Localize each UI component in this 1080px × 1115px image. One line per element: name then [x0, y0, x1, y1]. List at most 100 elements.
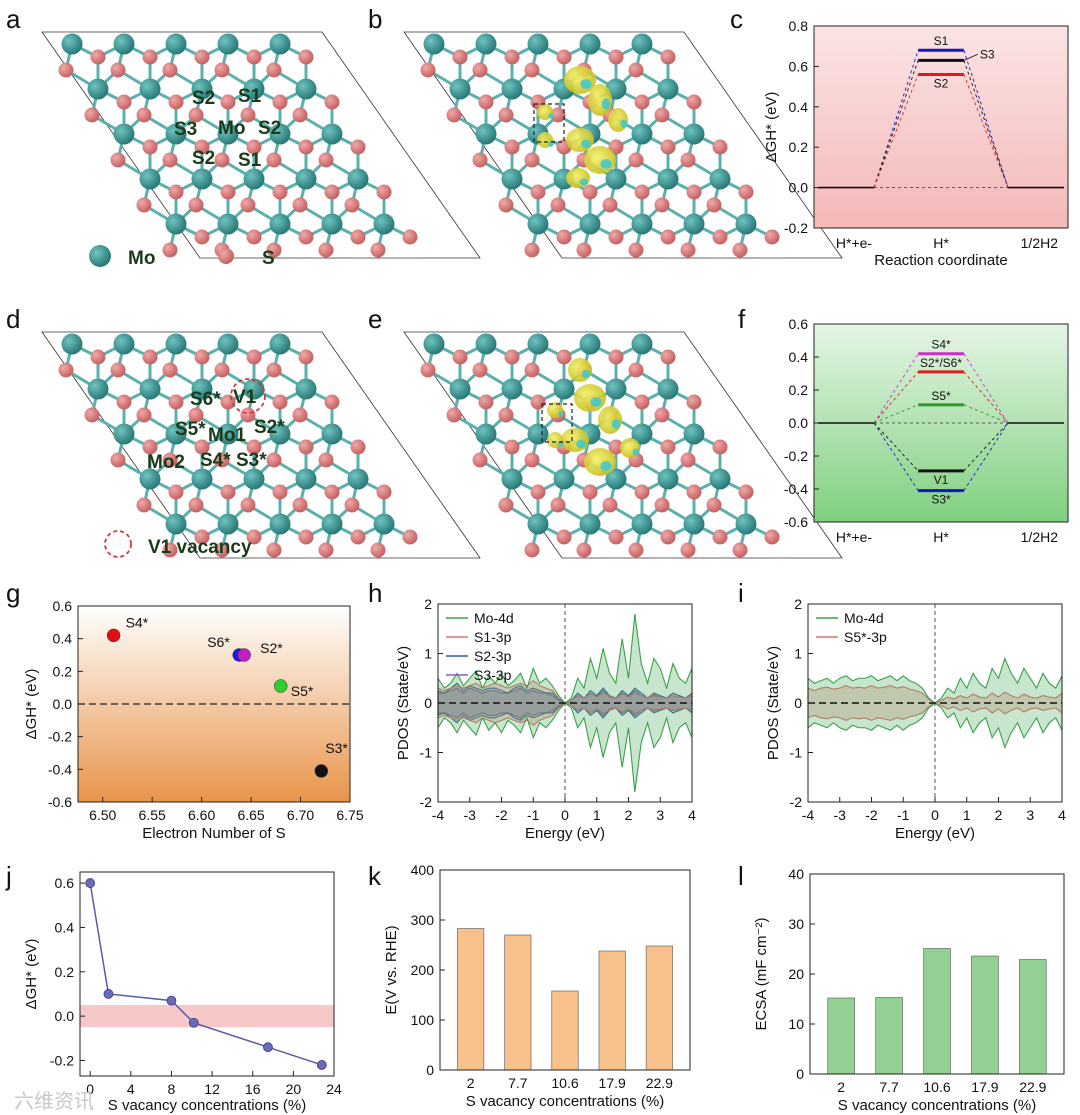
- optimal-band: [80, 1005, 334, 1028]
- s-atom: [654, 497, 670, 513]
- xcat-label: H*: [933, 235, 949, 251]
- s-atom: [530, 184, 546, 200]
- panel-label-h: h: [368, 578, 382, 608]
- s-atom: [654, 107, 670, 123]
- chart-i-pdos: -2 -1 0 1 2 -4 -3 -2 -1 0 1 2 3 4 Energy (eV) PDOS (Sta…: [765, 596, 1066, 842]
- s-atom: [214, 542, 230, 558]
- highlight-box: [533, 103, 565, 143]
- s-atom: [498, 107, 514, 123]
- xtick-label: 4: [688, 807, 696, 823]
- ytick-label: -0.2: [48, 729, 72, 745]
- mo-atom: [269, 213, 291, 235]
- s-atom: [194, 139, 210, 155]
- ytick-label: -1: [420, 745, 433, 761]
- mo-atom: [683, 213, 705, 235]
- s-atom: [712, 229, 728, 245]
- ytick-label: 0.0: [789, 180, 809, 196]
- mo-atom: [269, 123, 291, 145]
- connector-0: [873, 353, 919, 424]
- s-atom: [370, 242, 386, 258]
- mo-atom: [683, 513, 705, 535]
- s-atom: [90, 349, 106, 365]
- xtick-label: 6.75: [336, 807, 363, 823]
- s-atom: [660, 139, 676, 155]
- level-label-2: S5*: [931, 389, 951, 403]
- mo-atom: [631, 333, 653, 355]
- s-atom: [370, 542, 386, 558]
- leader-line: [963, 53, 979, 61]
- s-atom: [402, 229, 418, 245]
- mo-atom: [61, 333, 83, 355]
- s-atom: [168, 94, 184, 110]
- connector-2: [873, 74, 919, 188]
- xtick-label: 4: [127, 1081, 135, 1097]
- structure-d-vacancy: [41, 331, 481, 559]
- s-atom: [162, 362, 178, 378]
- s-atom: [298, 139, 314, 155]
- xcat-label: H*+e-: [836, 529, 873, 545]
- panel-label-j: j: [5, 861, 12, 891]
- mo-atom: [113, 123, 135, 145]
- connector-2: [873, 404, 919, 424]
- ytick-label: -0.6: [48, 794, 72, 810]
- data-point: [85, 878, 96, 888]
- legend-label: S5*-3p: [844, 629, 887, 645]
- structure-a-pristine: [41, 31, 481, 259]
- ytick-label: 0.4: [53, 631, 73, 647]
- mo-atom: [475, 123, 497, 145]
- mo-atom: [191, 378, 213, 400]
- mo-atom: [373, 513, 395, 535]
- s-atom: [732, 242, 748, 258]
- vacancy-legend-label: V1 vacancy: [148, 537, 252, 558]
- ytick-label: 0.6: [789, 58, 809, 74]
- s-atom: [136, 197, 152, 213]
- level-label-1: S2*/S6*: [920, 356, 962, 370]
- structure-e-charge-density: [403, 331, 843, 559]
- bar-2: [827, 997, 855, 1075]
- mo-atom: [605, 168, 627, 190]
- isosurface-lobe-cyan: [601, 98, 611, 110]
- isosurface-lobe: [568, 358, 592, 382]
- s-atom: [272, 484, 288, 500]
- mo-atom: [657, 78, 679, 100]
- mo-atom: [423, 333, 445, 355]
- s-atom: [318, 242, 334, 258]
- mo-atom: [683, 123, 705, 145]
- site-label-s4: S4*: [200, 450, 231, 471]
- ytick-label: 2: [424, 596, 432, 612]
- mo-atom: [553, 378, 575, 400]
- xcat-label: 1/2H2: [1021, 235, 1059, 251]
- chart-g-scatter: S4* S6* S2* S5* S3* -0.6 -0.4 -0.2 0.0 0.2 0.4 0.6 6…: [23, 598, 364, 842]
- s-atom: [266, 62, 282, 78]
- xtick-label: 6.50: [89, 807, 116, 823]
- s-atom: [168, 184, 184, 200]
- s-atom: [298, 529, 314, 545]
- xcat-label: 1/2H2: [1021, 529, 1059, 545]
- xtick-label: 0: [86, 1081, 94, 1097]
- mo-atom: [113, 423, 135, 445]
- mo-atom: [113, 33, 135, 55]
- xtick-label: -2: [865, 807, 878, 823]
- s-atom: [634, 184, 650, 200]
- site-label-s1-top: S1: [238, 86, 262, 107]
- s-atom: [142, 49, 158, 65]
- s-atom: [266, 152, 282, 168]
- mo-atom: [243, 78, 265, 100]
- s-atom: [472, 62, 488, 78]
- ytick-label: 0.6: [55, 875, 75, 891]
- isosurface-lobe: [584, 448, 616, 476]
- isosurface-lobe-cyan: [581, 369, 591, 379]
- chart-l-bar: 2 7.7 10.6 17.9 22.9 0 10 20 30 40 S vacancy conce…: [753, 866, 1065, 1114]
- y-axis-title: E(V vs. RHE): [383, 925, 400, 1014]
- s-atom: [524, 362, 540, 378]
- mo-atom: [657, 468, 679, 490]
- s-atom: [628, 242, 644, 258]
- s-atom: [686, 394, 702, 410]
- s-atom: [116, 94, 132, 110]
- xtick-label: 8: [168, 1081, 176, 1097]
- mo-atom: [683, 423, 705, 445]
- y-axis-title: PDOS (State/eV): [395, 646, 412, 760]
- xtick-label: 4: [1058, 807, 1066, 823]
- structure-legend: Mo S: [89, 245, 275, 269]
- ytick-label: 0.6: [789, 316, 809, 332]
